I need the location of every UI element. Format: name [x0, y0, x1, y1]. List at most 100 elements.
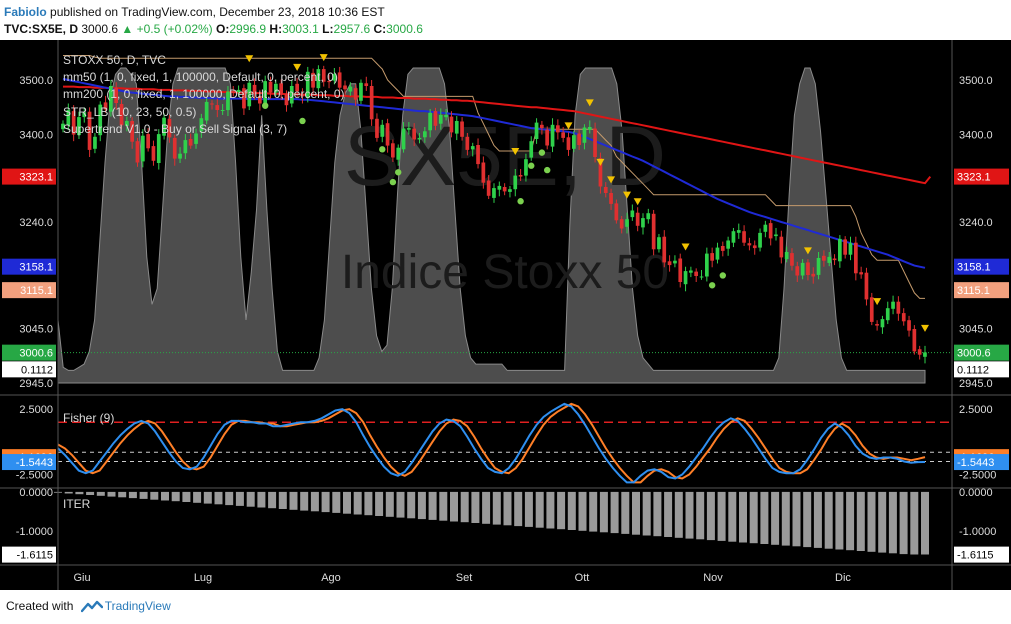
iter-bar: [514, 491, 523, 527]
ma200-line: [63, 85, 932, 185]
iter-bar: [739, 491, 747, 543]
price-axis-badge-box: [954, 361, 1009, 378]
candle: [274, 83, 278, 93]
candle: [61, 123, 65, 130]
iter-bar: [492, 491, 501, 525]
iter-bar: [589, 491, 598, 532]
iter-pane[interactable]: [54, 491, 929, 555]
candle: [103, 102, 108, 110]
iter-bar: [749, 491, 758, 544]
legend-mm50[interactable]: mm50 (1, 0, fixed, 1, 100000, Default, 0…: [63, 70, 338, 84]
candle: [912, 329, 917, 352]
candle: [369, 86, 374, 120]
open-value: 2996.9: [229, 22, 267, 36]
candle: [220, 110, 225, 111]
legend-str-lb[interactable]: STR_LB (10, 23, 50, 0.5): [63, 105, 196, 119]
sell-signal-triangle: [319, 54, 328, 62]
iter-bar: [856, 491, 865, 551]
fisher-pane[interactable]: [57, 402, 952, 484]
price-axis-badge-box: [954, 258, 1009, 275]
candle: [710, 253, 714, 261]
created-with-text: Created with: [6, 599, 74, 613]
iter-bar: [353, 491, 362, 515]
candle: [880, 319, 885, 328]
candle: [720, 246, 725, 251]
candle: [449, 116, 454, 133]
price-tick-label: 3400.0: [19, 130, 53, 142]
legend-symbol[interactable]: STOXX 50, D, TVC: [63, 53, 166, 67]
candle: [524, 159, 528, 176]
candle: [454, 121, 459, 134]
candle: [252, 84, 257, 95]
candle: [705, 253, 709, 277]
iter-bar: [225, 491, 234, 506]
tradingview-brand[interactable]: TradingView: [104, 599, 171, 613]
iter-tick-label: -1.0000: [959, 526, 996, 538]
fisher-label[interactable]: Fisher (9): [63, 411, 114, 425]
price-axis-badge: 3158.1: [957, 262, 991, 274]
iter-bar: [557, 491, 566, 530]
candle: [763, 224, 768, 232]
legend-mm200[interactable]: mm200 (1, 0, fixed, 1, 100000, Default, …: [63, 87, 345, 101]
chart-canvas[interactable]: SX5E, D Indice Stoxx 50 STOXX 50, D, TVC…: [0, 40, 1011, 590]
legend-supertrend[interactable]: Supertrend V1.0 - Buy or Sell Signal (3,…: [63, 122, 287, 136]
candle: [242, 88, 246, 109]
sell-signal-triangle: [511, 147, 520, 155]
candle: [188, 139, 193, 146]
candle: [423, 131, 427, 138]
candle: [316, 69, 321, 89]
chart-area[interactable]: SX5E, D Indice Stoxx 50 STOXX 50, D, TVC…: [0, 40, 1011, 590]
candle: [683, 271, 688, 285]
candle: [923, 352, 927, 357]
candle: [806, 262, 810, 275]
last-price: 3000.6: [81, 22, 119, 36]
buy-signal-dot: [379, 146, 386, 153]
candle: [768, 223, 773, 239]
fisher-main-badge-box: [954, 454, 1009, 471]
iter-bar: [867, 491, 876, 552]
iter-bar: [268, 491, 277, 509]
price-tick-label: 3400.0: [959, 130, 993, 142]
iter-bar: [921, 491, 929, 555]
candle: [875, 324, 879, 326]
iter-bar: [471, 491, 480, 523]
candle: [790, 253, 794, 266]
buy-signal-dot: [719, 272, 727, 279]
candle: [529, 141, 534, 158]
price-axis-badge-box: [2, 344, 56, 361]
buy-signal-dot: [517, 198, 524, 205]
candle: [321, 69, 326, 82]
candle: [869, 297, 874, 322]
candle: [337, 72, 342, 88]
iter-bar: [139, 491, 148, 499]
iter-bar: [674, 491, 683, 538]
time-axis-label: Ott: [575, 572, 590, 584]
candle: [545, 129, 549, 146]
iter-bar: [396, 491, 405, 518]
candle: [726, 240, 730, 249]
candle: [226, 91, 230, 111]
watermark-name: Indice Stoxx 50: [341, 246, 669, 299]
iter-bar: [96, 491, 105, 496]
iter-bar: [610, 491, 619, 534]
sell-signal-triangle: [596, 158, 605, 166]
candle: [375, 118, 379, 138]
candle: [194, 133, 198, 144]
candle: [731, 231, 736, 243]
iter-bar: [171, 491, 180, 502]
candle: [87, 111, 92, 150]
iter-label[interactable]: ITER: [63, 497, 91, 511]
low-label: L:: [322, 22, 334, 36]
iter-bar: [343, 491, 351, 514]
price-tick-label: 3240.0: [19, 217, 53, 229]
candle: [428, 112, 432, 131]
iter-bar: [407, 491, 416, 519]
iter-badge: -1.6115: [957, 550, 994, 562]
author-name[interactable]: Fabiolo: [4, 5, 47, 19]
time-axis-label: Giu: [73, 572, 90, 584]
price-axis-badge: 3000.6: [19, 348, 53, 360]
iter-bar: [878, 491, 887, 553]
candle: [784, 252, 789, 260]
candle: [172, 137, 177, 159]
candle: [694, 271, 698, 276]
